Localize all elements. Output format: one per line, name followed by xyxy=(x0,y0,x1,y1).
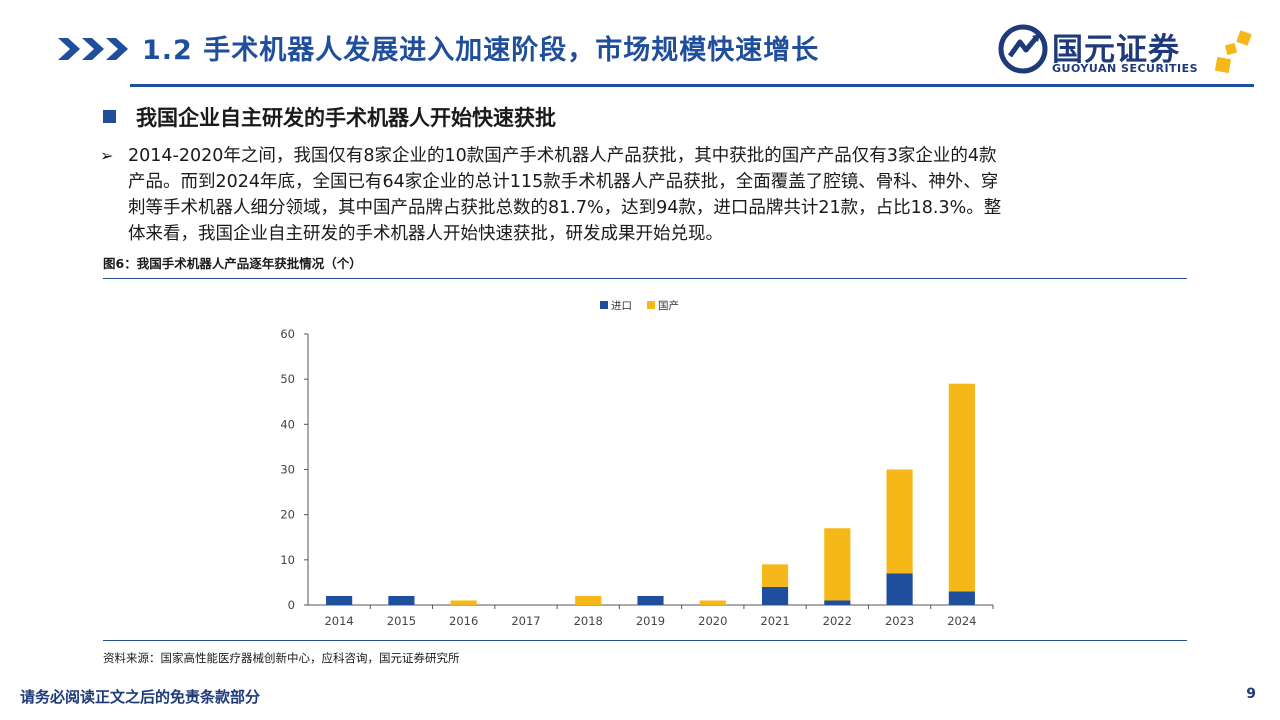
logo-stars-icon xyxy=(1214,30,1252,74)
x-tick-label: 2015 xyxy=(387,614,416,628)
y-tick-label: 60 xyxy=(280,327,295,341)
bar-import xyxy=(948,591,975,605)
title-chevrons-icon xyxy=(58,38,128,60)
y-tick-label: 10 xyxy=(280,553,295,567)
logo-text-en: GUOYUAN SECURITIES xyxy=(1052,62,1199,75)
title-divider xyxy=(130,84,1254,87)
logo-mark-icon xyxy=(998,24,1048,74)
x-tick-label: 2021 xyxy=(760,614,789,628)
bar-domestic xyxy=(824,528,851,601)
x-tick-label: 2020 xyxy=(698,614,727,628)
paragraph-line: 2014-2020年之间，我国仅有8家企业的10款国产手术机器人产品获批，其中获… xyxy=(128,146,997,166)
x-tick-label: 2016 xyxy=(449,614,478,628)
bar-domestic xyxy=(699,600,726,605)
legend-swatch-1 xyxy=(647,301,655,309)
y-tick-label: 40 xyxy=(280,417,295,431)
x-tick-label: 2018 xyxy=(574,614,603,628)
paragraph-line: 体来看，我国企业自主研发的手术机器人开始快速获批，研发成果开始兑现。 xyxy=(128,224,723,244)
legend-label-0: 进口 xyxy=(611,300,632,312)
bar-domestic xyxy=(450,600,477,605)
page-number: 9 xyxy=(1246,686,1256,702)
figure-rule-bottom xyxy=(103,640,1187,641)
paragraph-arrow-icon: ➢ xyxy=(100,146,114,165)
bar-import xyxy=(824,600,851,605)
section-heading: 我国企业自主研发的手术机器人开始快速获批 xyxy=(136,106,556,130)
legend-label-1: 国产 xyxy=(658,299,679,312)
company-logo: 国元证券 GUOYUAN SECURITIES xyxy=(998,24,1254,80)
figure-caption: 图6：我国手术机器人产品逐年获批情况（个） xyxy=(103,256,362,271)
bar-domestic xyxy=(575,595,602,605)
y-tick-label: 50 xyxy=(280,372,295,386)
bar-import xyxy=(886,573,913,605)
legend-swatch-0 xyxy=(600,301,608,309)
x-tick-label: 2017 xyxy=(511,614,540,628)
x-tick-label: 2019 xyxy=(636,614,665,628)
y-tick-label: 20 xyxy=(280,508,295,522)
section-bullet-icon xyxy=(103,110,116,123)
bar-import xyxy=(761,586,789,605)
x-tick-label: 2024 xyxy=(947,614,976,628)
bar-domestic xyxy=(948,383,975,592)
x-tick-label: 2023 xyxy=(885,614,914,628)
y-tick-label: 0 xyxy=(288,598,295,612)
bar-import xyxy=(388,595,415,605)
body-paragraph: 2014-2020年之间，我国仅有8家企业的10款国产手术机器人产品获批，其中获… xyxy=(128,143,1178,247)
slide-title: 1.2 手术机器人发展进入加速阶段，市场规模快速增长 xyxy=(142,35,820,66)
paragraph-line: 刺等手术机器人细分领域，其中国产品牌占获批总数的81.7%，达到94款，进口品牌… xyxy=(128,198,1002,218)
disclaimer-note: 请务必阅读正文之后的免责条款部分 xyxy=(20,688,261,706)
paragraph-line: 产品。而到2024年底，全国已有64家企业的总计115款手术机器人产品获批，全面… xyxy=(128,172,999,192)
bar-import xyxy=(326,595,353,605)
bar-domestic xyxy=(761,564,789,587)
figure-rule-top xyxy=(103,278,1187,279)
y-tick-label: 30 xyxy=(280,463,295,477)
x-tick-label: 2022 xyxy=(823,614,852,628)
x-tick-label: 2014 xyxy=(324,614,353,628)
approval-bar-chart: 进口 国产 0 10 20 30 40 50 60 2014 2015 2016 2017 2018 201… xyxy=(280,299,994,628)
bar-import xyxy=(637,595,664,605)
logo-text-cn: 国元证券 xyxy=(1052,32,1180,68)
bar-domestic xyxy=(886,469,913,574)
figure-source: 资料来源：国家高性能医疗器械创新中心，应科咨询，国元证券研究所 xyxy=(103,651,460,665)
